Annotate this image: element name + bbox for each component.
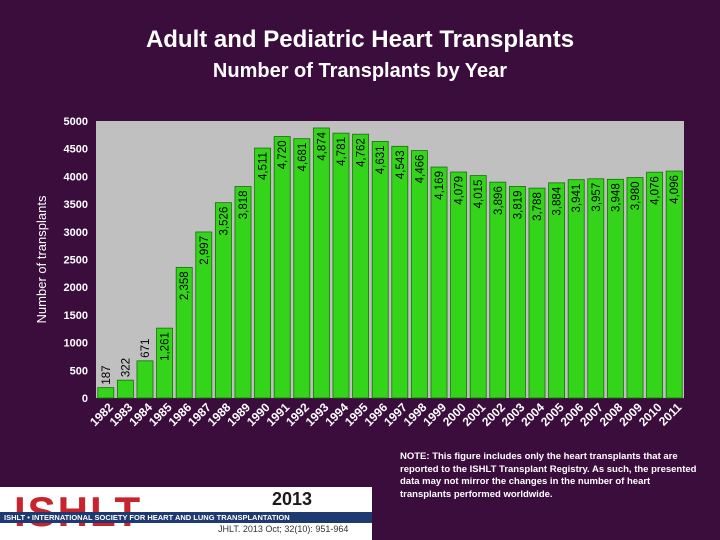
- bar-value-label: 4,096: [669, 175, 681, 204]
- bar: [254, 147, 272, 399]
- bar: [156, 327, 174, 399]
- bar: [410, 150, 428, 399]
- y-tick-label: 1000: [64, 338, 88, 350]
- bar-value-label: 3,819: [512, 190, 524, 219]
- bar-value-label: 3,980: [630, 182, 642, 211]
- bar: [391, 145, 409, 399]
- bar: [587, 178, 605, 399]
- bar: [528, 187, 546, 399]
- bar-value-label: 3,941: [571, 184, 583, 213]
- bar-value-label: 4,466: [414, 155, 426, 184]
- y-axis-label: Number of transplants: [34, 195, 49, 323]
- bar-value-label: 2,358: [179, 271, 191, 300]
- bar-value-label: 4,079: [454, 176, 466, 205]
- bar: [175, 266, 193, 399]
- x-tick-label: 2011: [656, 400, 685, 429]
- bar: [273, 136, 291, 399]
- bar-value-label: 3,948: [610, 183, 622, 212]
- bar: [352, 133, 370, 399]
- bar: [234, 186, 252, 399]
- y-tick-label: 2500: [64, 255, 88, 267]
- bar: [567, 179, 585, 399]
- bar: [606, 178, 624, 399]
- bar: [116, 379, 134, 399]
- bar-value-label: 3,884: [552, 186, 564, 215]
- bar: [371, 141, 389, 399]
- citation: JHLT. 2013 Oct; 32(10): 951-964: [218, 524, 349, 534]
- chart-subtitle: Number of Transplants by Year: [212, 60, 508, 82]
- bar: [665, 170, 683, 399]
- bar: [312, 127, 330, 399]
- bar-value-label: 4,681: [297, 143, 309, 172]
- bar-value-label: 4,762: [356, 138, 368, 167]
- bar: [450, 171, 468, 399]
- bar-value-label: 3,818: [238, 190, 250, 219]
- bar: [332, 132, 350, 399]
- bar: [489, 181, 507, 399]
- logo-tagline: ISHLT • INTERNATIONAL SOCIETY FOR HEART …: [0, 512, 372, 523]
- y-tick-label: 500: [70, 365, 88, 377]
- bar-value-label: 4,543: [395, 150, 407, 179]
- y-tick-label: 1500: [64, 310, 88, 322]
- ishlt-logo: ISHLT: [14, 488, 142, 536]
- y-tick-label: 2000: [64, 282, 88, 294]
- bar-value-label: 1,261: [160, 332, 172, 361]
- bar-value-label: 4,631: [375, 145, 387, 174]
- bar: [548, 182, 566, 399]
- bar: [646, 171, 664, 399]
- bar: [293, 138, 311, 399]
- bar-value-label: 671: [140, 339, 152, 358]
- bar: [626, 177, 644, 399]
- y-tick-label: 3500: [64, 199, 88, 211]
- bar: [136, 360, 154, 399]
- bar-value-label: 3,896: [493, 186, 505, 215]
- bar-value-label: 4,781: [336, 137, 348, 166]
- bar-value-label: 187: [101, 365, 113, 384]
- bar-value-label: 3,788: [532, 192, 544, 221]
- year-badge: 2013: [272, 489, 313, 509]
- y-tick-label: 4000: [64, 171, 88, 183]
- bar: [195, 231, 213, 399]
- bar: [469, 175, 487, 399]
- bar-value-label: 322: [120, 358, 132, 377]
- y-tick-label: 4500: [64, 144, 88, 156]
- bar: [97, 387, 115, 399]
- footnote: NOTE: This figure includes only the hear…: [400, 451, 697, 500]
- bar-value-label: 4,169: [434, 171, 446, 200]
- bar: [430, 166, 448, 399]
- chart-title: Adult and Pediatric Heart Transplants: [145, 26, 575, 53]
- y-tick-label: 3000: [64, 227, 88, 239]
- bar: [214, 202, 232, 399]
- bar-value-label: 4,720: [277, 141, 289, 170]
- bar-value-label: 3,957: [591, 183, 603, 212]
- bar-value-label: 4,076: [650, 176, 662, 205]
- bar-value-label: 4,015: [473, 180, 485, 209]
- bar-value-label: 4,874: [316, 131, 328, 160]
- plot-area: [96, 121, 684, 398]
- y-tick-label: 5000: [64, 116, 88, 128]
- bar-value-label: 3,526: [218, 207, 230, 236]
- y-tick-label: 0: [82, 393, 88, 405]
- bar-value-label: 2,997: [199, 236, 211, 265]
- bar: [508, 186, 526, 399]
- bar-value-label: 4,511: [258, 152, 270, 180]
